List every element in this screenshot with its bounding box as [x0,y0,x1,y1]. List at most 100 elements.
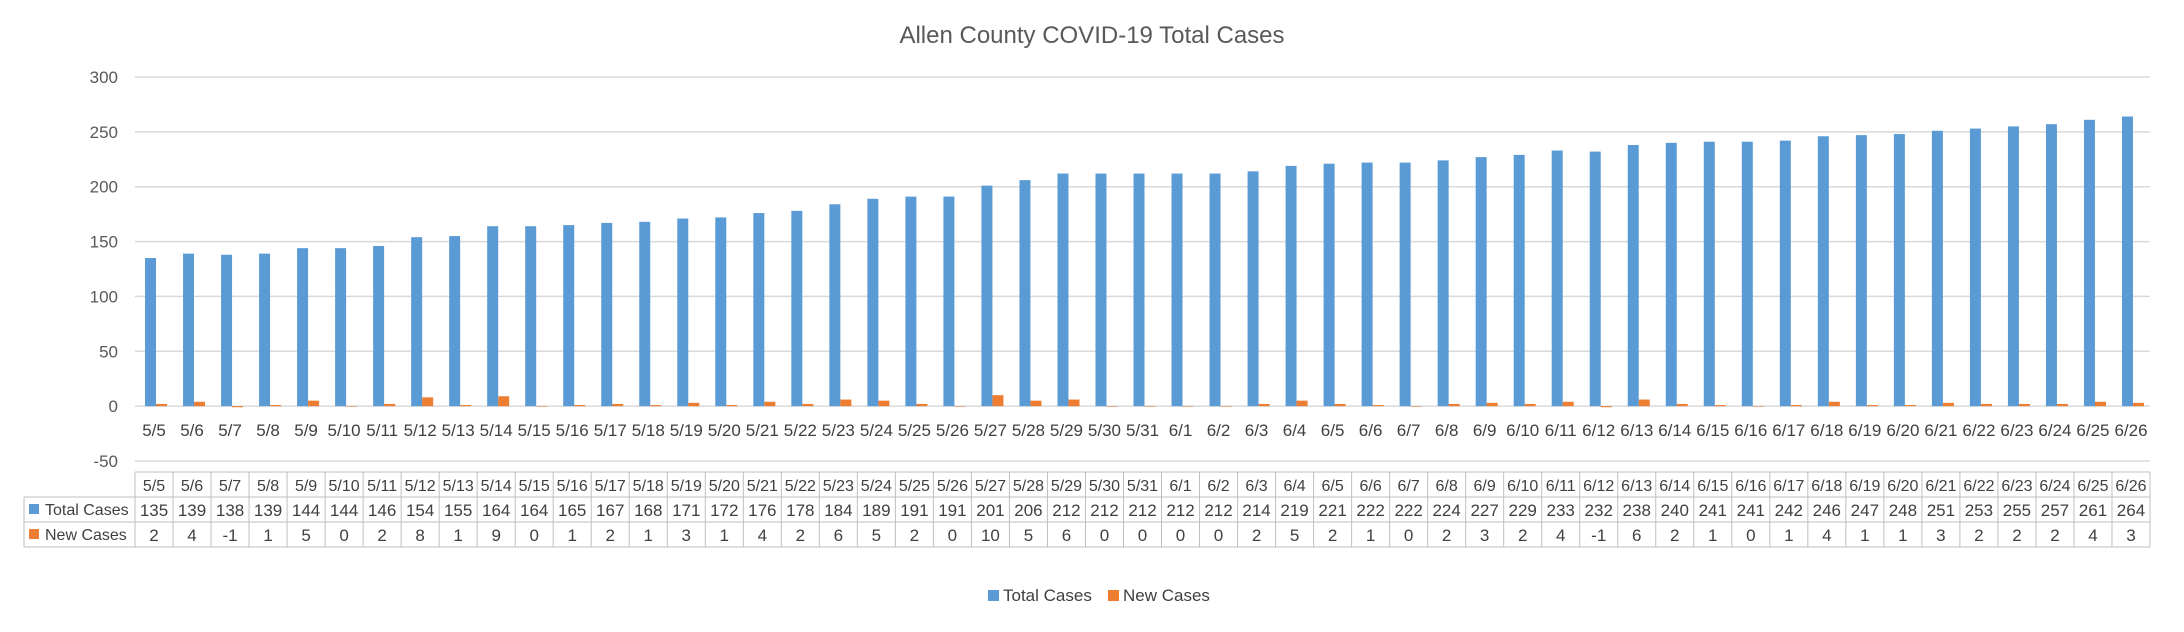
table-value-cell: 10 [981,526,1000,545]
table-value-cell: 191 [938,501,966,520]
bar-new-cases [764,401,776,407]
table-header-cell: 5/31 [1127,478,1158,495]
bar-total-cases [1741,141,1753,407]
bar-new-cases [308,400,320,407]
x-tick-label: 5/19 [670,421,703,440]
table-row-label: New Cases [45,527,127,544]
bar-new-cases [346,406,358,407]
table-value-cell: 3 [1936,526,1945,545]
table-value-cell: 1 [567,526,576,545]
bar-total-cases [449,236,461,407]
table-value-cell: 5 [872,526,881,545]
table-value-cell: 4 [187,526,196,545]
table-header-cell: 5/5 [143,478,165,495]
bar-total-cases [1133,173,1145,407]
table-header-cell: 5/28 [1013,478,1044,495]
bar-new-cases [916,403,928,407]
bar-total-cases [145,258,157,407]
bar-total-cases [563,225,575,407]
bar-new-cases [194,401,206,407]
bar-total-cases [1095,173,1107,407]
x-tick-label: 6/20 [1886,421,1919,440]
x-tick-label: 5/22 [784,421,817,440]
bar-new-cases [384,403,396,407]
x-tick-label: 5/18 [632,421,665,440]
table-value-cell: 0 [948,526,957,545]
bar-new-cases [992,395,1004,407]
table-value-cell: 201 [976,501,1004,520]
table-header-cell: 5/16 [557,478,588,495]
bar-total-cases [1323,163,1335,407]
x-tick-label: 6/16 [1734,421,1767,440]
bar-total-cases [373,245,385,407]
table-header-cell: 5/23 [823,478,854,495]
table-header-cell: 6/24 [2039,478,2070,495]
table-header-cell: 5/17 [595,478,626,495]
legend-swatch [1108,590,1119,601]
x-tick-label: 6/9 [1473,421,1497,440]
table-value-cell: 2 [606,526,615,545]
table-value-cell: 178 [786,501,814,520]
table-value-cell: 0 [339,526,348,545]
table-value-cell: 242 [1775,501,1803,520]
table-value-cell: 168 [634,501,662,520]
bar-total-cases [525,226,537,407]
bar-new-cases [422,397,434,407]
x-tick-label: 5/11 [366,421,398,440]
table-header-cell: 6/16 [1735,478,1766,495]
x-tick-label: 5/23 [822,421,855,440]
x-tick-label: 5/20 [708,421,741,440]
table-header-cell: 5/10 [329,478,360,495]
table-value-cell: 2 [1442,526,1451,545]
bar-total-cases [183,253,195,407]
x-tick-label: 6/7 [1397,421,1421,440]
x-tick-label: 6/3 [1245,421,1269,440]
table-value-cell: 219 [1280,501,1308,520]
table-value-cell: 6 [1632,526,1641,545]
table-value-cell: 165 [558,501,586,520]
table-value-cell: 212 [1090,501,1118,520]
data-table: 5/5 5/6 5/7 5/8 5/9 5/10 5/11 5/12 5/13 5/14 5/15 5… [23,471,2151,548]
table-value-cell: 144 [330,501,358,520]
x-tick-label: 5/12 [404,421,437,440]
bar-new-cases [232,406,244,408]
table-value-cell: 1 [1784,526,1793,545]
table-value-cell: 184 [824,501,852,520]
table-value-cell: 5 [301,526,310,545]
bar-new-cases [574,405,586,407]
x-tick-label: 5/29 [1050,421,1083,440]
table-value-cell: 2 [2012,526,2021,545]
y-tick-label: 150 [90,233,118,252]
bar-total-cases [2007,126,2019,407]
bar-total-cases [1855,135,1867,407]
bar-total-cases [297,248,309,407]
table-header-cell: 5/26 [937,478,968,495]
table-value-cell: 224 [1432,501,1460,520]
bar-total-cases [867,198,879,407]
table-value-cell: 164 [520,501,548,520]
bars [145,116,2144,408]
bar-new-cases [1258,403,1270,407]
table-header-cell: 5/9 [295,478,317,495]
bar-new-cases [1334,403,1346,407]
table-value-cell: 2 [1518,526,1527,545]
table-value-cell: 6 [1062,526,1071,545]
table-value-cell: 229 [1509,501,1537,520]
bar-new-cases [1220,406,1232,407]
table-value-cell: 4 [1822,526,1831,545]
bar-new-cases [1562,401,1574,407]
table-value-cell: 212 [1204,501,1232,520]
table-header-cell: 6/3 [1245,478,1267,495]
bar-new-cases [1448,403,1460,407]
table-value-cell: 212 [1128,501,1156,520]
table-header-cell: 5/21 [747,478,778,495]
y-tick-label: 100 [90,287,118,306]
table-header-cell: 6/19 [1849,478,1880,495]
table-header-cell: 6/6 [1359,478,1381,495]
x-tick-label: 5/31 [1126,421,1159,440]
bar-total-cases [1589,151,1601,407]
x-axis: 5/5 5/6 5/7 5/8 5/9 5/10 5/11 5/12 5/13 5/14 5/15 5… [142,421,2147,440]
bar-new-cases [1714,405,1726,407]
bar-new-cases [1676,403,1688,407]
